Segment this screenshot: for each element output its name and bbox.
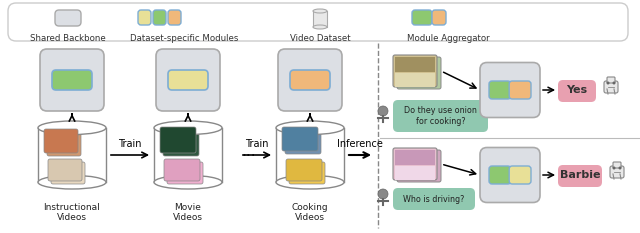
FancyBboxPatch shape <box>610 166 624 178</box>
FancyBboxPatch shape <box>285 130 321 154</box>
FancyBboxPatch shape <box>154 128 222 182</box>
FancyBboxPatch shape <box>138 10 151 25</box>
Circle shape <box>378 189 388 199</box>
Ellipse shape <box>276 121 344 135</box>
FancyBboxPatch shape <box>393 148 437 180</box>
FancyBboxPatch shape <box>480 147 540 202</box>
FancyBboxPatch shape <box>509 81 531 99</box>
FancyBboxPatch shape <box>160 127 196 153</box>
FancyBboxPatch shape <box>153 10 166 25</box>
FancyBboxPatch shape <box>163 130 199 156</box>
Ellipse shape <box>313 25 327 29</box>
Text: Video Dataset: Video Dataset <box>290 34 350 43</box>
Text: Barbie: Barbie <box>560 170 600 180</box>
FancyBboxPatch shape <box>489 166 511 184</box>
FancyBboxPatch shape <box>480 62 540 117</box>
Ellipse shape <box>276 175 344 189</box>
Text: Dataset-specific Modules: Dataset-specific Modules <box>130 34 238 43</box>
Bar <box>395 73 435 87</box>
Ellipse shape <box>38 175 106 189</box>
FancyBboxPatch shape <box>393 100 488 132</box>
FancyBboxPatch shape <box>393 55 437 87</box>
FancyBboxPatch shape <box>289 162 325 184</box>
FancyBboxPatch shape <box>8 3 628 41</box>
Text: Train: Train <box>118 139 141 149</box>
FancyBboxPatch shape <box>40 49 104 111</box>
FancyBboxPatch shape <box>51 162 85 184</box>
Circle shape <box>612 82 616 85</box>
FancyBboxPatch shape <box>509 166 531 184</box>
FancyBboxPatch shape <box>44 129 78 153</box>
FancyBboxPatch shape <box>164 159 200 181</box>
Circle shape <box>378 106 388 116</box>
Bar <box>395 166 435 180</box>
FancyBboxPatch shape <box>168 10 181 25</box>
Bar <box>395 150 435 165</box>
FancyBboxPatch shape <box>558 80 596 102</box>
FancyBboxPatch shape <box>313 11 327 27</box>
Ellipse shape <box>38 121 106 135</box>
Circle shape <box>618 167 621 169</box>
FancyBboxPatch shape <box>282 127 318 151</box>
Text: Movie
Videos: Movie Videos <box>173 203 203 223</box>
FancyBboxPatch shape <box>604 81 618 93</box>
Circle shape <box>607 82 609 85</box>
FancyBboxPatch shape <box>290 70 330 90</box>
Text: Who is driving?: Who is driving? <box>403 195 465 203</box>
FancyBboxPatch shape <box>55 10 81 26</box>
FancyBboxPatch shape <box>286 159 322 181</box>
FancyBboxPatch shape <box>167 162 203 184</box>
FancyBboxPatch shape <box>412 10 432 25</box>
Text: Inference: Inference <box>337 139 383 149</box>
Text: Module Aggregator: Module Aggregator <box>406 34 490 43</box>
FancyBboxPatch shape <box>278 49 342 111</box>
FancyBboxPatch shape <box>393 188 475 210</box>
FancyBboxPatch shape <box>48 159 82 181</box>
FancyBboxPatch shape <box>607 77 615 83</box>
FancyBboxPatch shape <box>52 70 92 90</box>
Bar <box>395 57 435 72</box>
Text: Train: Train <box>245 139 269 149</box>
FancyBboxPatch shape <box>613 162 621 168</box>
FancyBboxPatch shape <box>558 165 602 187</box>
FancyBboxPatch shape <box>156 49 220 111</box>
FancyBboxPatch shape <box>397 57 441 89</box>
Text: ···: ··· <box>242 150 256 164</box>
FancyBboxPatch shape <box>47 132 81 156</box>
Ellipse shape <box>154 121 222 135</box>
FancyBboxPatch shape <box>168 70 208 90</box>
FancyBboxPatch shape <box>397 150 441 182</box>
Text: Instructional
Videos: Instructional Videos <box>44 203 100 223</box>
Text: Shared Backbone: Shared Backbone <box>30 34 106 43</box>
Ellipse shape <box>313 9 327 13</box>
Text: Cooking
Videos: Cooking Videos <box>292 203 328 223</box>
FancyBboxPatch shape <box>432 10 446 25</box>
FancyBboxPatch shape <box>489 81 511 99</box>
Ellipse shape <box>154 175 222 189</box>
Text: Do they use onion
for cooking?: Do they use onion for cooking? <box>404 106 477 126</box>
Text: Yes: Yes <box>566 85 588 95</box>
FancyBboxPatch shape <box>276 128 344 182</box>
FancyBboxPatch shape <box>38 128 106 182</box>
Circle shape <box>612 167 616 169</box>
